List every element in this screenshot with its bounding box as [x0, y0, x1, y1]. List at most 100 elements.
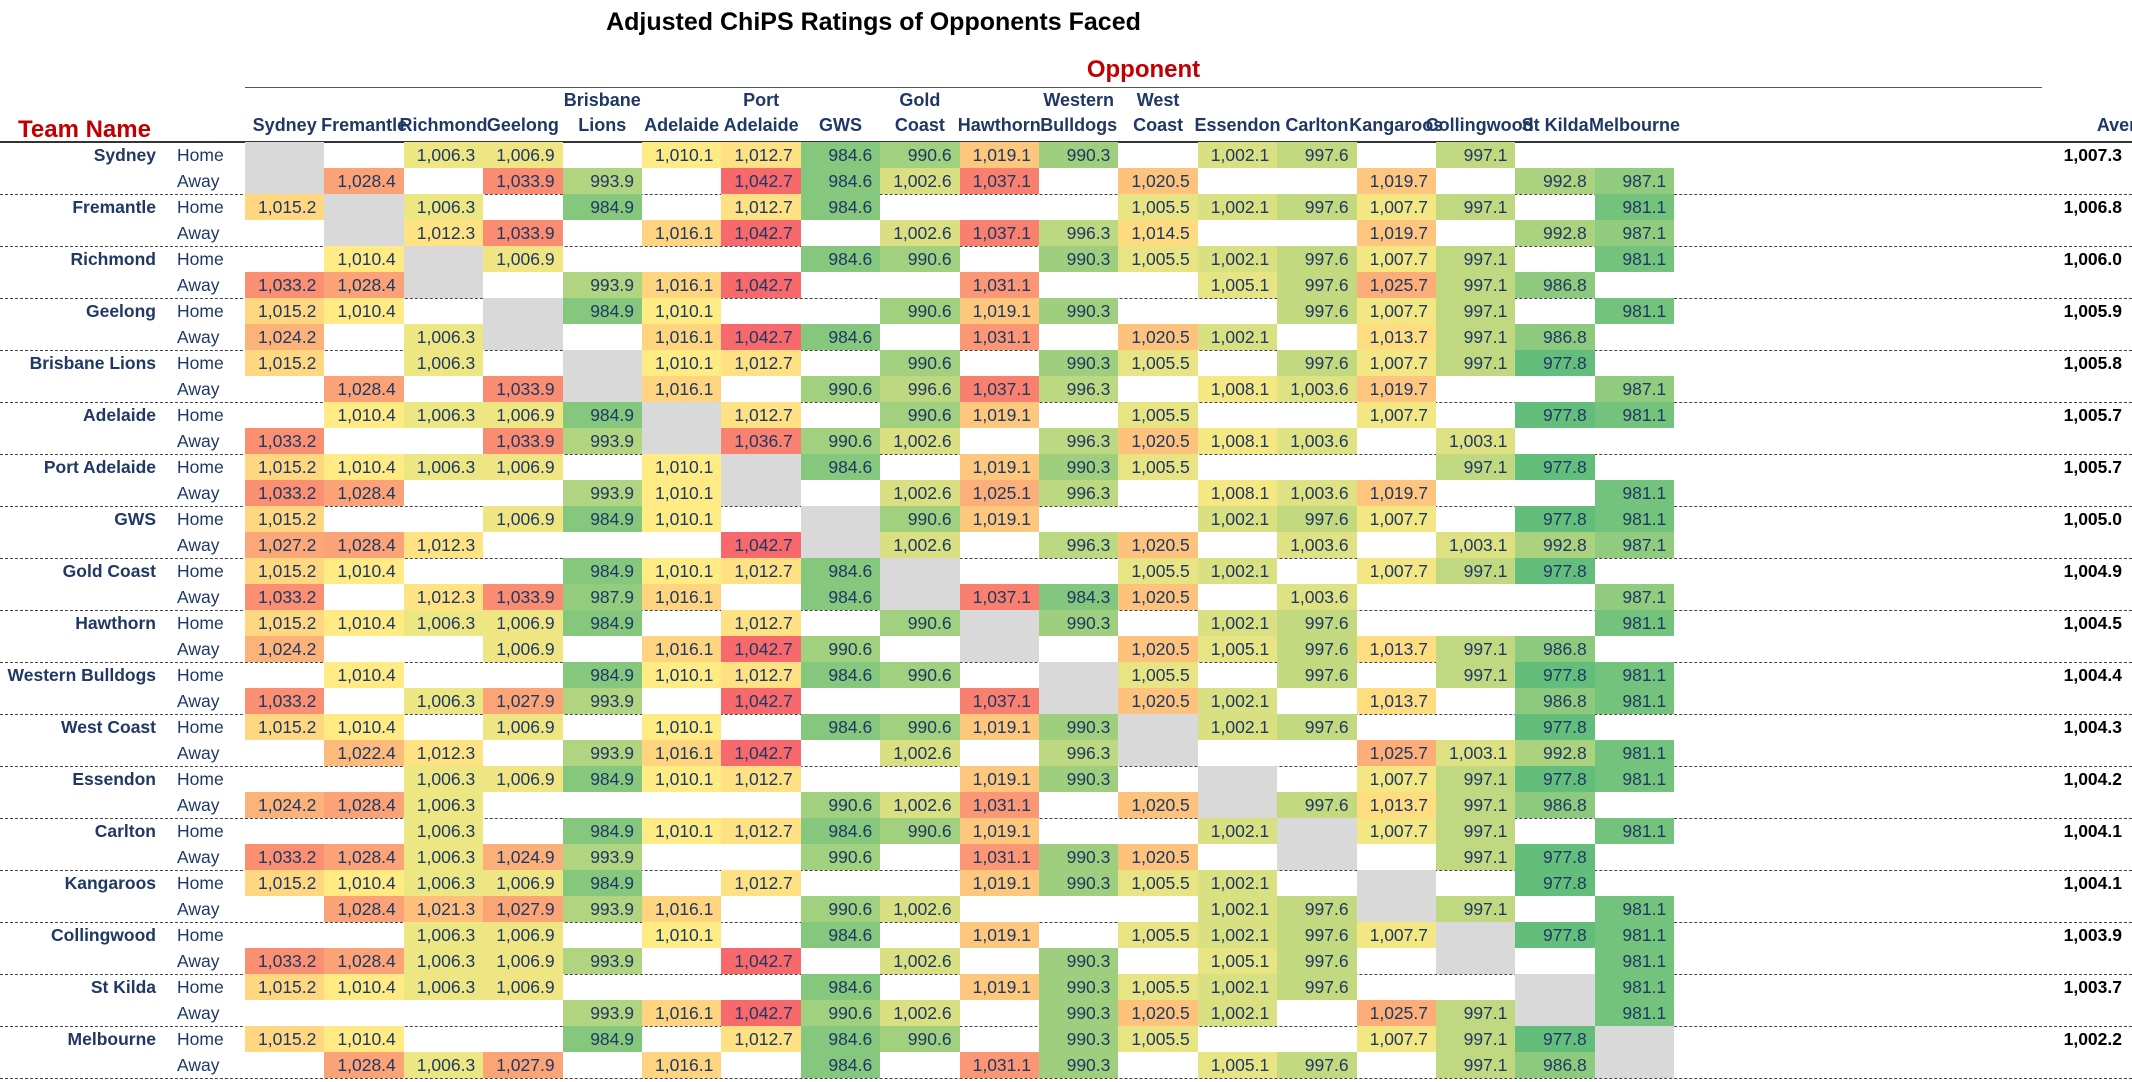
away-label: Away	[177, 171, 220, 191]
team-name: Kangaroos	[64, 873, 156, 893]
rating-cell: 1,033.2	[245, 272, 325, 298]
rating-cell: 1,010.4	[324, 870, 404, 896]
rating-cell: 1,003.1	[1436, 532, 1516, 558]
rating-cell: 984.9	[562, 818, 642, 844]
rating-cell: 997.1	[1436, 1000, 1516, 1026]
rating-cell: 1,010.1	[642, 298, 722, 324]
rating-cell: 997.1	[1436, 272, 1516, 298]
rating-cell: 1,006.3	[403, 974, 484, 1000]
rating-cell: 1,033.9	[483, 168, 563, 194]
rating-cell: 1,002.6	[880, 220, 960, 246]
column-header: Collingwood	[1425, 115, 1534, 135]
rating-cell: 1,005.5	[1118, 194, 1198, 220]
rating-cell: 1,016.1	[642, 1052, 722, 1078]
diagonal-cell	[1436, 922, 1516, 974]
rating-cell: 1,015.2	[245, 194, 325, 220]
home-label: Home	[177, 613, 224, 633]
rating-cell: 1,010.4	[324, 246, 404, 272]
rating-cell: 981.1	[1594, 662, 1675, 688]
rating-cell: 984.9	[562, 194, 642, 220]
rating-cell: 1,005.5	[1118, 922, 1198, 948]
rating-cell: 997.6	[1277, 272, 1357, 298]
rating-cell: 1,024.2	[245, 324, 325, 350]
rating-cell: 997.6	[1277, 636, 1357, 662]
rating-cell: 997.1	[1436, 896, 1516, 922]
rating-cell: 1,020.5	[1118, 428, 1198, 454]
rating-cell: 977.8	[1515, 844, 1595, 870]
rating-cell: 1,019.1	[959, 402, 1039, 428]
rating-cell: 1,006.3	[403, 766, 484, 792]
rating-cell: 1,006.3	[403, 610, 484, 636]
rating-cell: 1,010.4	[324, 558, 404, 584]
rating-cell: 1,006.3	[403, 1052, 484, 1078]
rating-cell: 977.8	[1515, 1026, 1595, 1052]
rating-cell: 997.1	[1436, 142, 1516, 168]
rating-cell: 984.6	[800, 974, 881, 1000]
diagonal-cell	[403, 246, 484, 298]
diagonal-cell	[1197, 766, 1278, 818]
rating-cell: 990.3	[1039, 844, 1119, 870]
rating-cell: 984.9	[562, 1026, 642, 1052]
team-name: Melbourne	[67, 1029, 156, 1049]
rating-cell: 1,037.1	[959, 376, 1039, 402]
rating-cell: 1,002.1	[1197, 194, 1278, 220]
column-header: Hawthorn	[957, 115, 1041, 135]
rating-cell: 997.1	[1436, 454, 1516, 480]
rating-cell: 997.6	[1277, 948, 1357, 974]
column-header: Port Adelaide	[723, 90, 799, 135]
rating-cell: 1,005.5	[1118, 350, 1198, 376]
rating-cell: 1,012.7	[721, 558, 801, 584]
rating-cell: 984.6	[800, 818, 881, 844]
rating-cell: 993.9	[562, 1000, 642, 1026]
rating-cell: 984.6	[800, 1026, 881, 1052]
rating-cell: 1,007.7	[1356, 1026, 1436, 1052]
rating-cell: 1,033.2	[245, 948, 325, 974]
rating-cell: 1,033.2	[245, 428, 325, 454]
rating-cell: 1,002.1	[1197, 714, 1278, 740]
rating-cell: 1,012.3	[403, 532, 484, 558]
away-label: Away	[177, 951, 220, 971]
rating-cell: 1,012.7	[721, 766, 801, 792]
rating-cell: 1,019.1	[959, 766, 1039, 792]
team-average: 1,004.9	[2063, 561, 2122, 581]
rating-cell: 990.6	[880, 246, 960, 272]
rating-cell: 977.8	[1515, 870, 1595, 896]
rating-cell: 1,025.7	[1356, 740, 1436, 766]
rating-cell: 987.1	[1594, 532, 1675, 558]
rating-cell: 990.6	[880, 1026, 960, 1052]
column-header: Fremantle	[321, 115, 408, 135]
row-separator	[0, 402, 2132, 403]
rating-cell: 997.6	[1277, 896, 1357, 922]
rating-cell: 1,028.4	[324, 532, 404, 558]
diagonal-cell	[721, 454, 801, 506]
rating-cell: 981.1	[1594, 922, 1675, 948]
rating-cell: 1,012.7	[721, 870, 801, 896]
rating-cell: 1,010.4	[324, 610, 404, 636]
rating-cell: 990.3	[1039, 610, 1119, 636]
rating-cell: 1,006.3	[403, 870, 484, 896]
home-label: Home	[177, 457, 224, 477]
rating-cell: 1,020.5	[1118, 1000, 1198, 1026]
rating-cell: 1,037.1	[959, 584, 1039, 610]
rating-cell: 987.1	[1594, 220, 1675, 246]
rating-cell: 1,042.7	[721, 948, 801, 974]
rating-cell: 984.6	[800, 584, 881, 610]
rating-cell: 986.8	[1515, 636, 1595, 662]
rating-cell: 1,016.1	[642, 376, 722, 402]
rating-cell: 1,013.7	[1356, 324, 1436, 350]
rating-cell: 984.6	[800, 558, 881, 584]
rating-cell: 1,024.2	[245, 636, 325, 662]
rating-cell: 1,005.5	[1118, 870, 1198, 896]
rating-cell: 1,015.2	[245, 350, 325, 376]
rating-cell: 1,012.7	[721, 662, 801, 688]
rating-cell: 1,016.1	[642, 584, 722, 610]
rating-cell: 1,033.2	[245, 480, 325, 506]
rating-cell: 1,002.6	[880, 1000, 960, 1026]
rating-cell: 1,010.4	[324, 974, 404, 1000]
rating-cell: 981.1	[1594, 688, 1675, 714]
rating-cell: 1,006.9	[483, 402, 563, 428]
rating-cell: 990.6	[800, 1000, 881, 1026]
rating-cell: 977.8	[1515, 766, 1595, 792]
rating-cell: 1,020.5	[1118, 168, 1198, 194]
rating-cell: 1,002.6	[880, 896, 960, 922]
